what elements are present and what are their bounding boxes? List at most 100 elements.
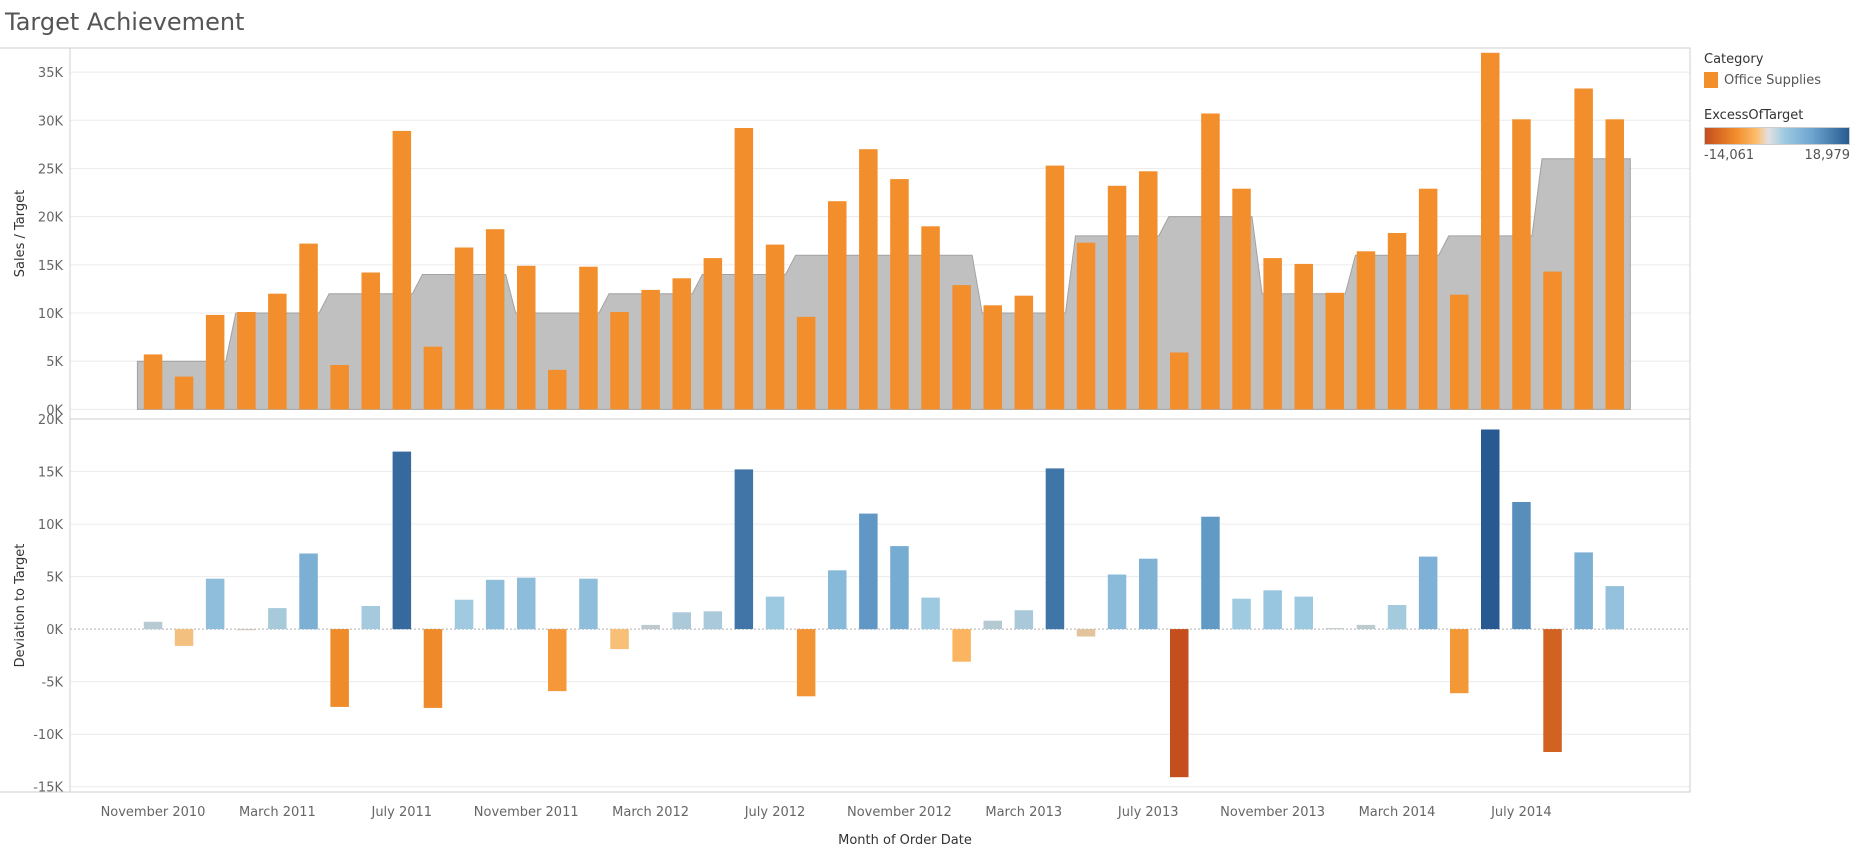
sales-bar (641, 289, 660, 410)
deviation-bar (517, 577, 536, 630)
page-title: Target Achievement (5, 8, 245, 36)
sales-bar (1481, 52, 1500, 410)
sales-bar (299, 243, 318, 410)
sales-bar (1139, 171, 1158, 410)
x-tick-label: November 2012 (847, 805, 952, 820)
deviation-bar (579, 578, 598, 630)
sales-bar (1418, 188, 1438, 410)
y-tick-label: -10K (33, 728, 63, 743)
deviation-bar (1076, 629, 1096, 637)
deviation-bar (983, 620, 1002, 630)
sales-bar (1170, 352, 1189, 410)
deviation-bar (1418, 556, 1438, 630)
x-tick-label: March 2014 (1359, 805, 1436, 820)
deviation-bar (1139, 558, 1158, 630)
deviation-bar (1481, 429, 1500, 630)
sales-bar (392, 130, 412, 410)
sales-bar (921, 226, 940, 410)
deviation-bar (268, 608, 287, 630)
deviation-bar (828, 570, 847, 630)
deviation-bar (1605, 586, 1624, 630)
legend: Category Office Supplies ExcessOfTarget … (1704, 52, 1850, 163)
deviation-bar (1574, 552, 1593, 630)
y-tick-label: 20K (38, 413, 64, 428)
y-tick-label: 15K (38, 259, 64, 274)
sales-bar (796, 316, 816, 410)
deviation-bar (641, 624, 660, 630)
x-tick-label: July 2014 (1490, 805, 1552, 820)
sales-bar (610, 312, 629, 410)
deviation-bar (392, 451, 412, 630)
sales-bar (423, 346, 443, 410)
sales-bar (330, 365, 349, 410)
sales-bar (703, 258, 723, 410)
sales-bar (205, 314, 225, 410)
y-tick-label: 5K (46, 571, 63, 586)
x-tick-label: November 2010 (101, 805, 206, 820)
y-axis-label-bottom: Deviation to Target (13, 544, 28, 668)
deviation-bar (1356, 624, 1376, 630)
sales-bar (672, 278, 691, 410)
sales-bar (237, 312, 256, 410)
sales-bar (268, 293, 287, 410)
sales-bar (143, 354, 163, 410)
deviation-bar (952, 629, 971, 662)
deviation-bar (330, 629, 349, 707)
sales-bar (1201, 113, 1220, 410)
deviation-bar (205, 578, 225, 630)
legend-excess-title: ExcessOfTarget (1704, 108, 1804, 123)
sales-bar (1263, 258, 1282, 410)
sales-bar (454, 247, 474, 410)
chart-svg: 0K 5K 10K 15K 20K 25K 30K 35K -15K -10K -5K 0K 5K 10K… (0, 47, 1691, 848)
deviation-bar (734, 469, 754, 630)
legend-category-item[interactable]: Office Supplies (1704, 72, 1850, 88)
y-tick-label: 25K (38, 162, 64, 177)
sales-bar (1107, 185, 1127, 410)
x-tick-label: July 2013 (1117, 805, 1179, 820)
deviation-bar (703, 611, 723, 630)
x-tick-label: November 2013 (1220, 805, 1325, 820)
deviation-bar (423, 629, 443, 708)
y-tick-label: 0K (46, 623, 63, 638)
sales-bar (174, 376, 194, 410)
deviation-bar (1201, 516, 1220, 630)
deviation-bar (765, 596, 785, 630)
sales-bar (1325, 292, 1344, 410)
plot-border (69, 47, 1691, 793)
y-tick-label: 15K (38, 466, 64, 481)
y-tick-label: 35K (38, 66, 64, 81)
deviation-bar (859, 513, 878, 630)
deviation-bar (1045, 468, 1065, 630)
sales-bar (952, 285, 971, 410)
deviation-bar (1450, 629, 1469, 694)
legend-category-title: Category (1704, 52, 1764, 67)
x-tick-label: March 2011 (239, 805, 316, 820)
target-area (136, 158, 1631, 410)
sales-bar (1512, 119, 1531, 410)
y-tick-label: 30K (38, 114, 64, 129)
y-tick-label: 10K (38, 307, 64, 322)
sales-bar (859, 149, 878, 410)
y-tick-label: 20K (38, 211, 64, 226)
sales-bar (828, 201, 847, 410)
sales-bar (1387, 233, 1407, 410)
deviation-bar (1170, 629, 1189, 778)
deviation-bar (485, 579, 505, 630)
deviation-bar (610, 629, 629, 650)
sales-bar (1294, 263, 1313, 410)
x-tick-label: March 2013 (985, 805, 1062, 820)
deviation-bar (1263, 590, 1282, 630)
sales-bar (1450, 294, 1469, 410)
sales-bar (1543, 271, 1562, 410)
sales-bar (548, 369, 567, 410)
y-axis-label-top: Sales / Target (13, 190, 28, 277)
deviation-bar (361, 606, 380, 630)
sales-bar (1605, 119, 1624, 410)
legend-swatch (1704, 72, 1718, 88)
deviation-bar (548, 629, 567, 692)
deviation-bar (143, 621, 163, 630)
deviation-bar (454, 599, 474, 630)
deviation-bar (1107, 574, 1127, 630)
y-tick-label: 5K (46, 355, 63, 370)
x-tick-label: July 2012 (744, 805, 806, 820)
